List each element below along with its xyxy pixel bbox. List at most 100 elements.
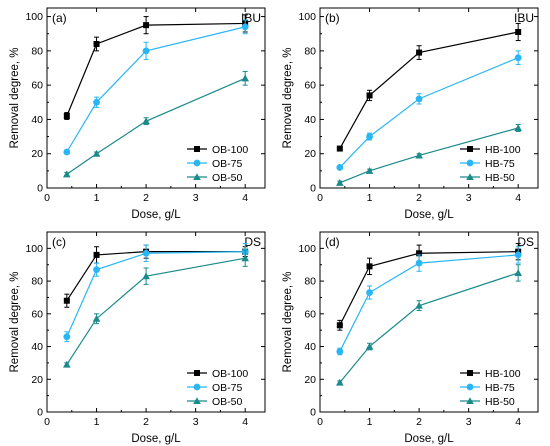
legend-label: HB-75 — [485, 158, 515, 170]
y-tick-label: 40 — [31, 341, 43, 353]
data-point — [336, 164, 344, 171]
x-tick-label: 4 — [242, 192, 248, 204]
y-axis-label: Removal degree, % — [9, 48, 21, 149]
legend-marker — [193, 173, 201, 181]
panel-label: (b) — [325, 11, 340, 25]
x-tick-label: 3 — [193, 416, 199, 428]
x-tick-label: 0 — [317, 192, 323, 204]
series-line — [66, 77, 246, 175]
y-tick-label: 40 — [31, 114, 43, 126]
legend-label: OB-100 — [212, 144, 248, 156]
x-tick-label: 0 — [44, 416, 50, 428]
series-HB-50 — [336, 264, 522, 386]
x-tick-label: 4 — [515, 192, 521, 204]
y-tick-label: 100 — [298, 11, 316, 23]
data-point — [93, 41, 100, 47]
data-point — [365, 167, 374, 174]
data-point — [142, 47, 150, 55]
x-tick-label: 1 — [367, 416, 373, 428]
series-line — [66, 22, 246, 117]
y-tick-label: 20 — [31, 148, 43, 160]
x-axis-label: Dose, g/L — [404, 209, 454, 221]
data-point — [336, 145, 343, 152]
data-point — [142, 249, 150, 257]
legend-label: OB-50 — [212, 396, 243, 408]
legend-marker — [193, 383, 201, 391]
y-tick-label: 100 — [25, 243, 43, 255]
y-tick-label: 40 — [304, 341, 316, 353]
legend-label: OB-75 — [212, 382, 243, 394]
series-HB-100 — [336, 22, 522, 152]
x-tick-label: 2 — [143, 416, 149, 428]
data-point — [92, 149, 101, 157]
panel-title: DS — [244, 235, 261, 249]
y-axis-label: Removal degree, % — [9, 272, 21, 373]
series-line — [66, 251, 246, 302]
x-tick-label: 3 — [193, 192, 199, 204]
legend-marker — [194, 370, 200, 376]
legend-marker — [193, 159, 201, 167]
data-point — [63, 113, 70, 119]
legend-label: OB-100 — [212, 368, 248, 380]
y-tick-label: 80 — [31, 276, 43, 288]
y-tick-label: 60 — [31, 80, 43, 92]
data-point — [415, 95, 423, 103]
panel-label: (c) — [52, 235, 66, 249]
y-tick-label: 0 — [37, 407, 43, 419]
data-point — [415, 301, 423, 309]
legend-label: HB-75 — [485, 382, 515, 394]
legend-marker — [466, 173, 474, 181]
panel-label: (d) — [325, 235, 340, 249]
data-point — [365, 342, 374, 350]
panel-title: IBU — [514, 11, 534, 25]
series-line — [339, 272, 519, 383]
y-tick-label: 60 — [31, 308, 43, 320]
data-point — [142, 272, 150, 280]
x-tick-label: 1 — [367, 192, 373, 204]
y-tick-label: 80 — [304, 276, 316, 288]
y-tick-label: 60 — [304, 308, 316, 320]
series-OB-100 — [63, 14, 249, 120]
x-tick-label: 1 — [94, 192, 100, 204]
series-line — [66, 257, 246, 365]
y-axis-label: Removal degree, % — [282, 272, 294, 373]
data-point — [515, 29, 522, 35]
data-point — [415, 151, 423, 159]
y-axis-label: Removal degree, % — [282, 48, 294, 149]
data-point — [336, 179, 344, 186]
x-tick-label: 2 — [416, 192, 422, 204]
data-point — [142, 117, 150, 125]
data-point — [366, 133, 373, 140]
x-axis-label: Dose, g/L — [131, 209, 181, 221]
data-point — [336, 378, 344, 386]
y-tick-label: 0 — [37, 183, 43, 195]
plot-frame — [319, 231, 539, 413]
data-point — [514, 269, 522, 276]
y-tick-label: 0 — [310, 183, 316, 195]
data-point — [336, 322, 343, 329]
data-point — [366, 289, 373, 296]
data-point — [63, 360, 71, 368]
y-tick-label: 0 — [310, 407, 316, 419]
data-point — [336, 348, 344, 355]
x-tick-label: 4 — [515, 416, 521, 428]
plot-frame — [319, 7, 539, 189]
x-tick-label: 0 — [44, 192, 50, 204]
plot-frame — [46, 231, 266, 413]
legend: HB-100 HB-75 HB-50 — [460, 144, 521, 184]
y-tick-label: 100 — [25, 11, 43, 23]
series-line — [339, 251, 519, 326]
series-HB-50 — [336, 124, 522, 186]
series-OB-50 — [63, 249, 249, 368]
x-tick-label: 3 — [466, 192, 472, 204]
data-point — [366, 263, 373, 270]
legend-label: HB-100 — [485, 368, 521, 380]
legend-label: OB-75 — [212, 158, 243, 170]
legend-marker — [467, 146, 473, 152]
legend-marker — [193, 397, 201, 405]
